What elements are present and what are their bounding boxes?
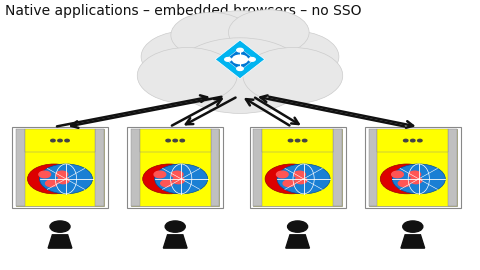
Bar (253, 129, 342, 206)
Circle shape (173, 177, 184, 184)
Circle shape (171, 171, 183, 178)
Circle shape (398, 180, 410, 187)
Circle shape (50, 221, 70, 232)
Circle shape (46, 180, 57, 187)
Polygon shape (48, 235, 72, 248)
Polygon shape (216, 40, 264, 79)
Bar (131, 129, 140, 206)
Circle shape (410, 177, 422, 184)
Bar (333, 129, 342, 206)
Circle shape (302, 139, 307, 142)
Circle shape (277, 164, 330, 194)
Circle shape (283, 180, 295, 187)
Circle shape (380, 164, 433, 194)
Circle shape (154, 171, 166, 178)
Circle shape (392, 171, 403, 178)
Circle shape (418, 139, 422, 142)
Bar (12, 127, 108, 208)
Circle shape (65, 139, 69, 142)
Bar (448, 129, 457, 206)
Circle shape (166, 139, 170, 142)
Bar (16, 129, 104, 206)
Bar (369, 129, 377, 206)
Circle shape (249, 58, 255, 61)
Bar (377, 129, 448, 152)
Bar (16, 129, 24, 206)
Bar (365, 127, 461, 208)
Bar (127, 127, 223, 208)
Circle shape (410, 139, 415, 142)
Bar (211, 129, 219, 206)
Circle shape (237, 48, 243, 52)
Circle shape (403, 221, 423, 232)
Circle shape (232, 55, 248, 64)
Polygon shape (163, 235, 187, 248)
Circle shape (180, 139, 184, 142)
Circle shape (171, 12, 252, 58)
Bar (96, 129, 104, 206)
Circle shape (173, 139, 178, 142)
Circle shape (173, 38, 307, 113)
Polygon shape (401, 235, 425, 248)
Circle shape (39, 171, 50, 178)
Circle shape (58, 139, 62, 142)
Circle shape (288, 221, 308, 232)
Circle shape (247, 31, 339, 83)
Circle shape (39, 164, 93, 194)
Circle shape (58, 177, 69, 184)
Circle shape (165, 221, 185, 232)
Circle shape (295, 139, 300, 142)
Circle shape (137, 48, 237, 104)
Circle shape (161, 180, 172, 187)
Circle shape (243, 48, 343, 104)
Circle shape (295, 177, 307, 184)
Polygon shape (226, 48, 254, 70)
Bar (253, 129, 262, 206)
Circle shape (56, 171, 68, 178)
Text: Native applications – embedded browsers – no SSO: Native applications – embedded browsers … (5, 4, 361, 18)
Circle shape (178, 11, 302, 81)
Bar (140, 129, 211, 152)
Circle shape (294, 171, 305, 178)
Bar (131, 129, 219, 206)
Circle shape (392, 164, 445, 194)
Bar (24, 129, 96, 152)
Circle shape (51, 139, 55, 142)
Circle shape (265, 164, 318, 194)
Circle shape (225, 58, 231, 61)
Circle shape (276, 171, 288, 178)
Circle shape (228, 10, 309, 55)
Circle shape (288, 139, 293, 142)
Circle shape (143, 164, 196, 194)
Circle shape (155, 164, 208, 194)
Circle shape (409, 171, 420, 178)
Circle shape (237, 67, 243, 70)
Circle shape (404, 139, 408, 142)
Polygon shape (286, 235, 310, 248)
Circle shape (141, 31, 233, 83)
Bar (250, 127, 346, 208)
Circle shape (27, 164, 81, 194)
Bar (262, 129, 333, 152)
Bar (369, 129, 457, 206)
